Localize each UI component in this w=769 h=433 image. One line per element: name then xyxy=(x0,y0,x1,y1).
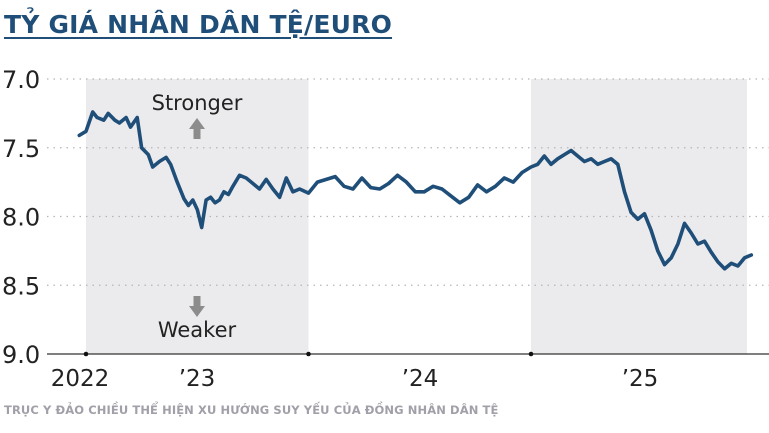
shaded-periods xyxy=(86,79,747,354)
stronger-label: Stronger xyxy=(152,91,243,115)
arrow-up-icon xyxy=(189,118,205,139)
y-tick-label: 9.0 xyxy=(2,341,40,369)
y-tick-label: 8.5 xyxy=(2,272,40,300)
footnote: TRỤC Y ĐẢO CHIỀU THỂ HIỆN XU HƯỚNG SUY Y… xyxy=(4,403,499,417)
stronger-annotation: Stronger xyxy=(152,91,243,139)
x-tick-mark xyxy=(528,351,534,357)
x-tick-label: ’24 xyxy=(402,366,439,392)
arrow-down-icon xyxy=(189,296,205,317)
weaker-annotation: Weaker xyxy=(158,296,237,342)
data-line xyxy=(77,110,754,271)
x-axis-ticks: 2022 ’23 ’24 ’25 xyxy=(51,351,659,392)
x-tick-mark xyxy=(306,351,311,357)
x-tick-label: ’25 xyxy=(622,366,659,392)
y-tick-label: 8.0 xyxy=(2,204,40,232)
y-tick-label: 7.0 xyxy=(2,66,40,94)
x-tick-mark xyxy=(83,351,89,357)
x-tick-label: 2022 xyxy=(51,366,110,392)
y-axis-ticks: 7.0 7.5 8.0 8.5 9.0 xyxy=(2,66,40,369)
chart-title: TỶ GIÁ NHÂN DÂN TỆ/EURO xyxy=(4,10,393,39)
y-tick-label: 7.5 xyxy=(2,135,40,163)
x-tick-label: ’23 xyxy=(179,366,216,392)
weaker-label: Weaker xyxy=(158,318,237,342)
